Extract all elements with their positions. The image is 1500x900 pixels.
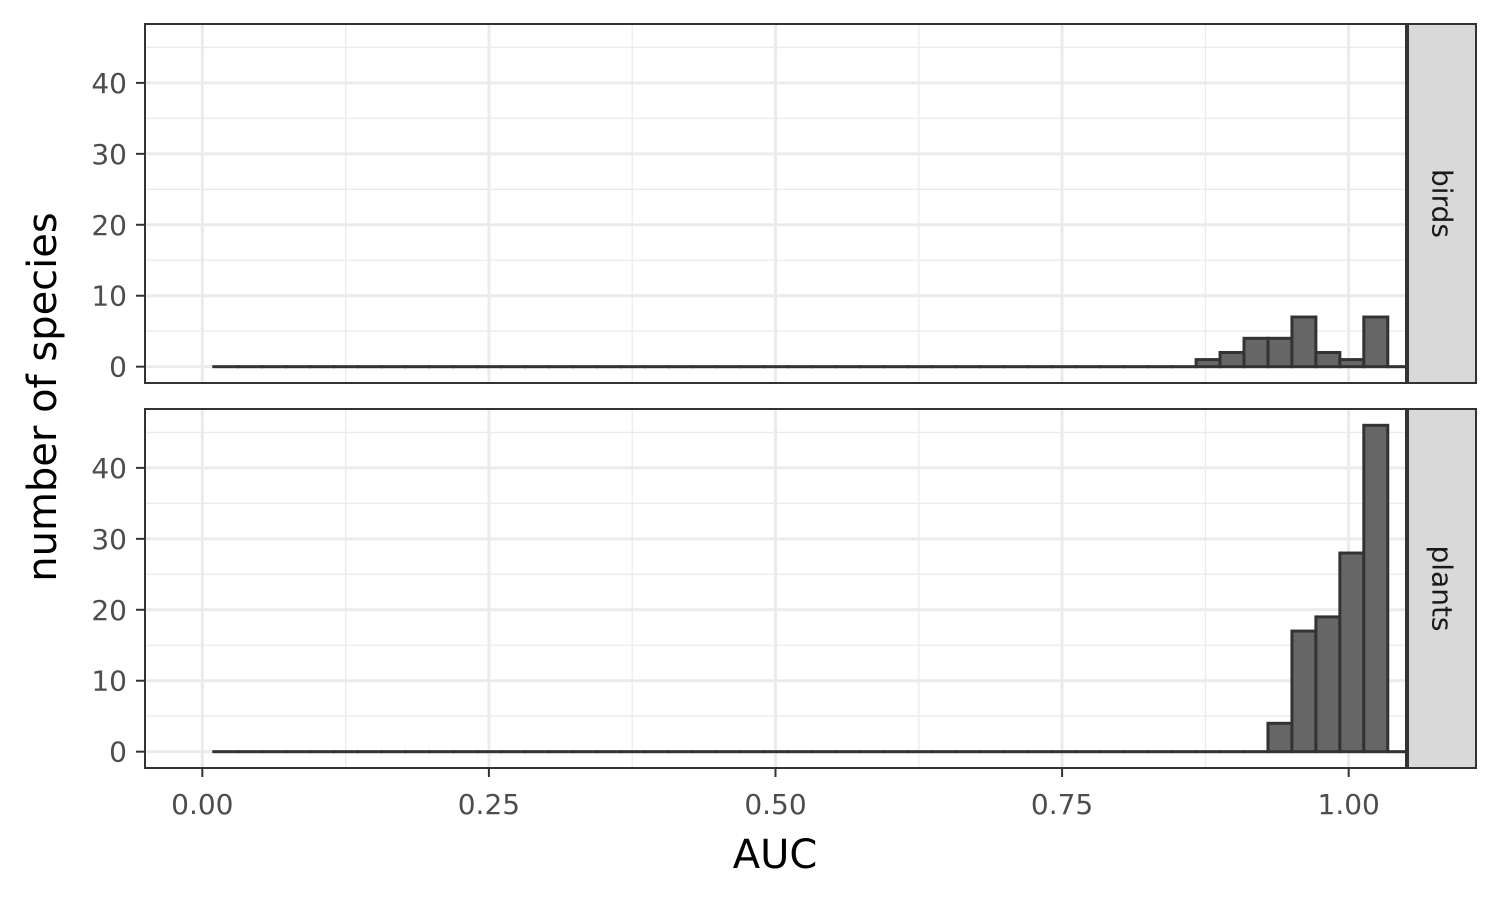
histogram-bar [1338,358,1366,369]
panel-border [144,23,1407,384]
histogram-bar [1266,336,1294,369]
panels: 0 10 20 30 40 birds 0 10 20 30 40 plants [91,23,1477,769]
x-tick-label: 0.25 [458,788,520,821]
y-tick-label: 0 [109,351,127,384]
y-tick-label: 30 [91,523,127,556]
histogram-bar [1290,315,1318,369]
histogram-bar [1362,315,1390,369]
y-tick-label: 0 [109,736,127,769]
histogram-bar [1266,721,1294,754]
y-tick-label: 30 [91,138,127,171]
histogram-bar [1194,358,1222,369]
x-tick-label: 0.75 [1031,788,1093,821]
facet-strip [1407,23,1477,384]
histogram-bar [1362,423,1390,754]
y-tick-label: 10 [91,280,127,313]
facet-strip-label: plants [1426,545,1459,631]
y-tick-label: 20 [91,594,127,627]
facet-panel-birds: 0 10 20 30 40 birds [91,23,1477,384]
x-axis-title: AUC [733,832,818,878]
facet-strip-label: birds [1426,169,1459,238]
facet-panel-plants: 0 10 20 30 40 plants [91,408,1477,769]
histogram-bar [1338,551,1366,754]
x-axis: 0.00 0.25 0.50 0.75 1.00 [171,768,1380,821]
y-axis-title: number of species [20,212,66,582]
histogram-bar [1290,629,1318,754]
histogram-bar [1242,336,1270,369]
x-tick-label: 0.50 [744,788,806,821]
facet-strip [1407,408,1477,769]
x-tick-label: 1.00 [1318,788,1380,821]
y-tick-label: 20 [91,209,127,242]
y-tick-label: 40 [91,452,127,485]
y-tick-label: 10 [91,665,127,698]
histogram-bar [1314,615,1342,754]
y-tick-label: 40 [91,67,127,100]
histogram-bar [1218,350,1246,369]
histogram-bar [1314,350,1342,369]
x-tick-label: 0.00 [171,788,233,821]
